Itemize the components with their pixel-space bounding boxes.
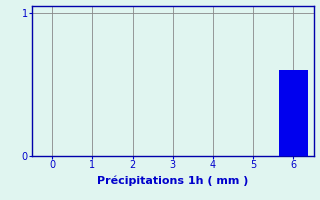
Bar [279, 70, 308, 156]
X-axis label: Précipitations 1h ( mm ): Précipitations 1h ( mm ) [97, 176, 249, 186]
